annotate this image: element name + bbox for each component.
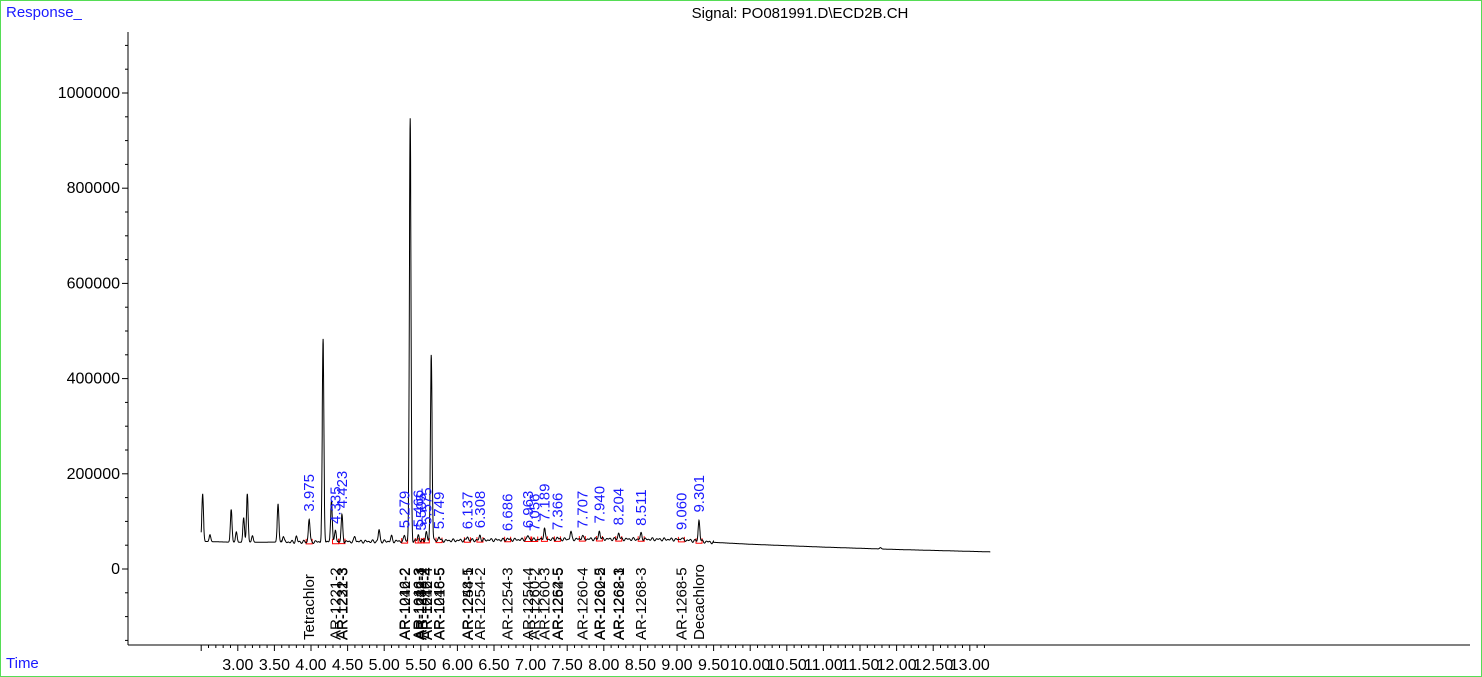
compound-label: AR-1268-3 <box>633 567 650 640</box>
peak-time-label: 8.511 <box>633 489 650 525</box>
y-tick-label: 600000 <box>67 275 120 292</box>
y-tick-label: 400000 <box>67 371 120 388</box>
peak-time-label: 3.975 <box>301 474 318 512</box>
x-tick-label: 7.00 <box>515 657 546 674</box>
peak-time-label: 7.056 <box>527 494 544 532</box>
x-tick-label: 10.00 <box>730 657 770 674</box>
compound-label: AR-1260-4 <box>574 567 591 640</box>
compound-label: AR-1242-4 <box>419 567 436 640</box>
peak-time-label: 7.707 <box>574 491 591 529</box>
y-tick-label: 0 <box>111 561 120 578</box>
compound-label: AR-1254-4 <box>520 567 537 640</box>
peak-time-label: 7.366 <box>549 493 566 531</box>
x-tick-label: 4.50 <box>332 657 363 674</box>
x-tick-label: 9.50 <box>698 657 729 674</box>
peak-time-label: 6.308 <box>472 491 489 529</box>
x-tick-label: 6.50 <box>478 657 509 674</box>
compound-label: AR-1254-5 <box>550 567 567 640</box>
compound-label: AR-1016-2 <box>397 567 414 640</box>
peak-time-label: 7.189 <box>536 484 553 522</box>
compound-label: AR-1248-5 <box>459 567 476 640</box>
compound-label: AR-1016-4 <box>418 567 435 640</box>
x-tick-label: 13.00 <box>950 657 990 674</box>
compound-label: AR-1248-5 <box>431 567 448 640</box>
compound-label: AR-1254-1 <box>460 567 477 640</box>
compound-label: AR-1268-5 <box>673 567 690 640</box>
compound-label: AR-1221-3 <box>334 567 351 640</box>
peak-time-label: 4.335 <box>328 486 345 524</box>
peak-time-label: 6.137 <box>459 492 476 530</box>
baseline-mark <box>435 537 443 544</box>
x-tick-label: 9.00 <box>661 657 692 674</box>
signal-trace <box>200 118 991 553</box>
compound-label: AR-1242-2 <box>397 567 414 640</box>
compound-label: AR-1260-3 <box>536 567 553 640</box>
y-axis-title: Response_ <box>6 4 82 21</box>
compound-label: AR-1016-5 <box>432 567 449 640</box>
x-tick-label: 10.50 <box>767 657 807 674</box>
y-tick-label: 1000000 <box>58 85 120 102</box>
x-tick-label: 4.00 <box>295 657 326 674</box>
peak-time-label: 7.940 <box>591 486 608 524</box>
peak-time-label: 5.575 <box>418 487 435 525</box>
baseline-mark <box>524 536 532 543</box>
compound-label: AR-1248-1 <box>414 567 431 640</box>
peak-time-label: 5.749 <box>431 492 448 530</box>
peak-time-label: 9.060 <box>673 493 690 531</box>
peak-time-label: 5.505 <box>413 493 430 531</box>
compound-labels: Tetrachlor AR-1221-2AR-1232-3AR-1221-3 AR-… <box>301 564 708 640</box>
baseline-mark <box>463 537 471 543</box>
compound-label: AR-1221-2 <box>328 567 345 640</box>
y-tick-label: 800000 <box>67 180 120 197</box>
compound-label: AR-1260-2 <box>527 567 544 640</box>
compound-label: AR-1262-5 <box>549 567 566 640</box>
x-tick-label: 12.00 <box>877 657 917 674</box>
axes: 0 200000 400000 600000 800000 1000000 3.00 3.50… <box>58 32 1470 674</box>
peak-time-label: 9.301 <box>691 475 708 513</box>
peak-time-label: 4.423 <box>334 471 351 509</box>
peak-time-label: 8.204 <box>611 488 628 526</box>
peak-time-label: 6.686 <box>500 494 517 532</box>
x-tick-label: 3.00 <box>222 657 253 674</box>
chart-title: Signal: PO081991.D\ECD2B.CH <box>691 5 909 22</box>
compound-label: Tetrachlor <box>301 574 318 640</box>
x-tick-label: 12.50 <box>913 657 953 674</box>
x-tick-label: 8.00 <box>588 657 619 674</box>
compound-label: AR-1232-3 <box>334 567 351 640</box>
x-tick-label: 3.50 <box>259 657 290 674</box>
peak-time-label: 6.963 <box>520 491 537 529</box>
peak-time-label: 5.279 <box>397 491 414 529</box>
x-tick-label: 8.50 <box>625 657 656 674</box>
baseline-mark <box>417 537 425 544</box>
baseline-mark <box>338 538 346 545</box>
y-tick-label: 200000 <box>67 466 120 483</box>
x-tick-label: 5.00 <box>369 657 400 674</box>
compound-label: AR-1262-3 <box>611 567 628 640</box>
compound-label: AR-1016-3 <box>410 567 427 640</box>
x-tick-label: 11.50 <box>841 657 880 674</box>
compound-label: AR-1268-1 <box>611 567 628 640</box>
peak-time-label: 5.466 <box>410 490 427 528</box>
x-tick-label: 7.50 <box>552 657 583 674</box>
compound-label: AR-1232-4 <box>413 567 430 640</box>
compound-label: AR-1254-2 <box>472 567 489 640</box>
x-tick-label: 6.00 <box>442 657 473 674</box>
x-axis-title: Time <box>6 655 39 672</box>
x-tick-label: 5.50 <box>405 657 436 674</box>
compound-label: AR-1254-3 <box>500 567 517 640</box>
compound-label: AR-1260-5 <box>591 567 608 640</box>
x-tick-label: 11.00 <box>804 657 843 674</box>
compound-label: Decachloro <box>691 564 708 640</box>
compound-label: AR-1262-2 <box>592 567 609 640</box>
compound-label: AR-1242-3 <box>411 567 428 640</box>
